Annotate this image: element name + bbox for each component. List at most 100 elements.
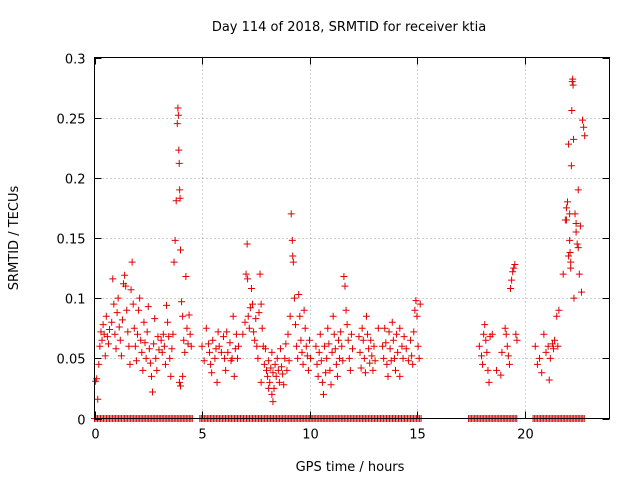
y-tick-label: 0.05 [57, 353, 86, 368]
data-point [389, 336, 397, 344]
data-point [411, 306, 419, 314]
data-point [267, 364, 275, 372]
data-point [108, 318, 116, 326]
data-point [139, 366, 147, 374]
data-point [335, 336, 343, 344]
data-point [172, 197, 180, 205]
data-point [386, 345, 394, 353]
data-point [567, 162, 575, 170]
data-point [127, 286, 135, 294]
data-point [110, 300, 118, 308]
data-point [570, 294, 578, 302]
data-point [268, 348, 276, 356]
data-point [256, 270, 264, 278]
data-point [123, 306, 131, 314]
data-point [324, 324, 332, 332]
data-point [504, 352, 512, 360]
data-point [126, 360, 134, 368]
data-point [176, 186, 184, 194]
grid [94, 57, 610, 419]
data-point [118, 316, 126, 324]
data-point [220, 333, 227, 341]
data-point [536, 354, 544, 362]
data-point [306, 336, 313, 344]
data-point [254, 354, 262, 362]
data-point [337, 328, 345, 336]
data-point [481, 321, 489, 329]
data-point [114, 294, 122, 302]
data-point [281, 354, 289, 362]
data-point [271, 360, 279, 368]
data-point [176, 194, 184, 202]
data-point [413, 312, 421, 320]
data-point [317, 357, 325, 365]
data-point [185, 311, 193, 319]
data-point [206, 348, 214, 356]
data-point [298, 348, 306, 356]
data-point [565, 140, 573, 148]
data-point [314, 372, 322, 380]
data-point [269, 398, 277, 406]
data-point [131, 342, 139, 350]
data-point [502, 330, 510, 338]
data-point [569, 81, 577, 89]
data-point [570, 135, 578, 143]
data-point [551, 336, 559, 344]
data-point [531, 342, 539, 350]
data-point [332, 360, 340, 368]
data-point [149, 388, 157, 396]
data-point [404, 357, 412, 365]
data-point [125, 342, 133, 350]
data-point [540, 330, 548, 338]
data-point [339, 357, 347, 365]
y-tick-label: 0.2 [65, 173, 86, 188]
data-point [390, 354, 398, 362]
data-point [252, 315, 260, 323]
data-point [208, 369, 216, 377]
data-point [276, 345, 284, 353]
data-point [167, 372, 175, 380]
data-point [318, 378, 326, 386]
data-point [279, 370, 287, 378]
data-point [319, 390, 327, 398]
data-point [104, 340, 112, 348]
data-point [182, 273, 190, 281]
data-point [257, 300, 265, 308]
data-point [357, 364, 365, 372]
data-point [553, 312, 561, 320]
data-point [393, 330, 401, 338]
data-point [341, 282, 349, 290]
data-point [180, 336, 188, 344]
data-point [280, 381, 288, 389]
data-point [274, 366, 282, 374]
data-point [136, 294, 144, 302]
data-point [410, 328, 418, 336]
data-point [385, 328, 393, 336]
data-point [566, 248, 574, 256]
data-point [146, 359, 154, 367]
data-point [115, 323, 123, 331]
data-point [398, 342, 406, 350]
data-point [204, 340, 212, 348]
data-point [242, 270, 250, 278]
data-point [328, 348, 336, 356]
y-tick-label: 0.25 [57, 113, 86, 128]
data-point [241, 318, 249, 326]
data-point [95, 360, 103, 368]
data-point [581, 132, 589, 140]
data-point [344, 336, 352, 344]
data-point [257, 378, 265, 386]
data-point [569, 75, 577, 83]
data-point [360, 354, 368, 362]
data-point [480, 330, 488, 338]
data-point [289, 258, 297, 266]
data-point [289, 252, 297, 260]
data-point [159, 330, 167, 338]
x-tick-label: 20 [517, 428, 534, 443]
data-point [103, 333, 111, 341]
data-point [157, 336, 165, 344]
data-points [91, 75, 589, 422]
data-point [416, 300, 424, 308]
data-point [130, 324, 138, 332]
